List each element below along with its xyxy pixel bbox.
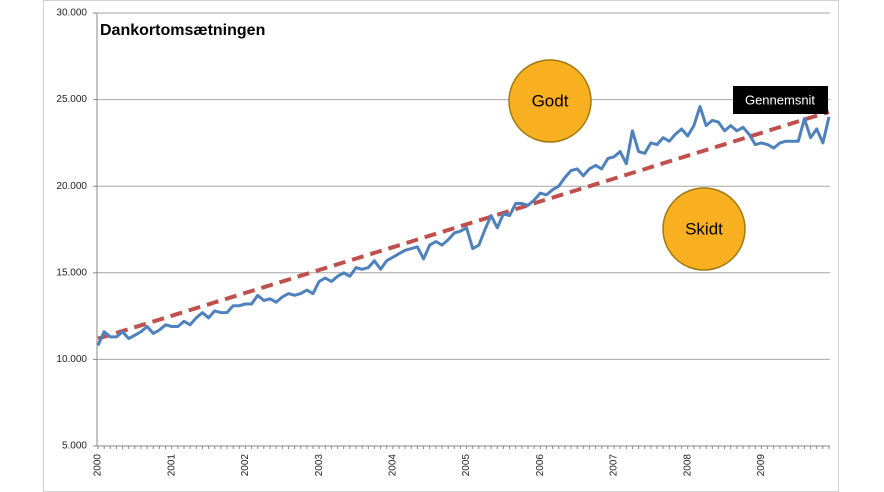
annotation-label: Godt <box>532 91 569 110</box>
x-tick-label: 2004 <box>387 454 398 477</box>
series-label: Gennemsnit <box>745 92 815 107</box>
y-tick-label: 20.000 <box>56 181 87 192</box>
x-tick-label: 2007 <box>609 454 620 477</box>
chart-title: Dankortomsætningen <box>100 22 265 39</box>
x-tick-label: 2002 <box>240 454 251 477</box>
x-tick-label: 2001 <box>166 454 177 477</box>
x-tick-label: 2009 <box>756 454 767 477</box>
x-tick-label: 2000 <box>93 454 104 477</box>
annotations: Gennemsnit Godt Skidt <box>508 59 828 271</box>
annotation-circle <box>508 59 592 143</box>
x-tick-label: 2008 <box>682 454 693 477</box>
y-tick-label: 10.000 <box>56 354 87 365</box>
annotation-label: Skidt <box>685 219 723 238</box>
x-tick-label: 2005 <box>461 454 472 477</box>
y-tick-label: 30.000 <box>56 8 87 19</box>
annotation-circle <box>662 187 746 271</box>
trend-line <box>97 109 830 341</box>
series-label-box <box>733 86 828 114</box>
plot <box>96 105 831 347</box>
x-tick-label: 2003 <box>314 454 325 477</box>
grid: 5.000 10.000 15.000 20.000 25.000 30.000 2000 2… <box>56 8 830 477</box>
y-tick-label: 5.000 <box>62 441 87 452</box>
y-tick-label: 15.000 <box>56 267 87 278</box>
y-tick-label: 25.000 <box>56 94 87 105</box>
data-line <box>96 105 831 347</box>
x-tick-label: 2006 <box>535 454 546 477</box>
